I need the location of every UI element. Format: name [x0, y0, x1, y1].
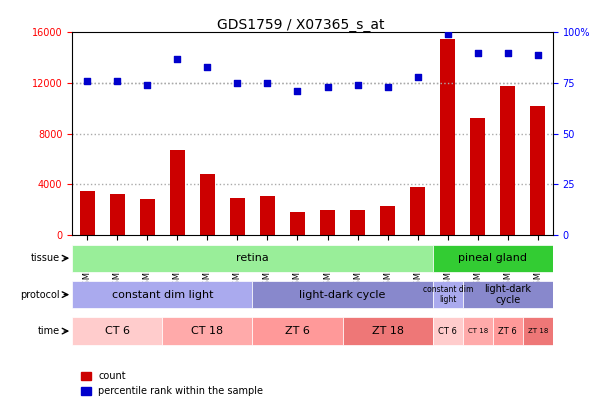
Point — [323, 84, 332, 90]
Bar — [463, 318, 493, 345]
Bar — [72, 281, 252, 308]
Text: light-dark
cycle: light-dark cycle — [484, 284, 531, 305]
Bar — [252, 318, 343, 345]
Text: light-dark cycle: light-dark cycle — [299, 290, 386, 300]
Point — [233, 80, 242, 86]
Text: ZT 18: ZT 18 — [528, 328, 548, 334]
Point — [413, 74, 423, 80]
Bar — [260, 196, 275, 235]
Bar — [523, 318, 553, 345]
Bar — [380, 206, 395, 235]
Bar — [501, 85, 516, 235]
Bar — [252, 281, 433, 308]
Text: ZT 18: ZT 18 — [371, 326, 404, 336]
Text: GDS1759 / X07365_s_at: GDS1759 / X07365_s_at — [217, 18, 384, 32]
Text: retina: retina — [236, 253, 269, 263]
Bar — [320, 210, 335, 235]
Text: ZT 6: ZT 6 — [498, 326, 517, 336]
Bar — [493, 318, 523, 345]
Point — [443, 31, 453, 38]
Bar — [531, 106, 546, 235]
Bar — [350, 210, 365, 235]
Text: CT 6: CT 6 — [438, 326, 457, 336]
Text: tissue: tissue — [31, 253, 60, 263]
Bar — [170, 150, 185, 235]
Bar — [290, 212, 305, 235]
Point — [82, 78, 92, 84]
Bar — [140, 200, 155, 235]
Bar — [72, 318, 162, 345]
Point — [383, 84, 392, 90]
Text: protocol: protocol — [20, 290, 60, 300]
Text: CT 6: CT 6 — [105, 326, 130, 336]
Bar — [433, 318, 463, 345]
Text: pineal gland: pineal gland — [459, 253, 527, 263]
Bar — [433, 245, 553, 272]
Bar — [230, 198, 245, 235]
Text: constant dim light: constant dim light — [112, 290, 213, 300]
Bar — [162, 318, 252, 345]
Point — [533, 51, 543, 58]
Point — [473, 49, 483, 56]
Text: CT 18: CT 18 — [191, 326, 224, 336]
Point — [293, 88, 302, 94]
Point — [112, 78, 122, 84]
Bar — [79, 191, 95, 235]
Point — [172, 55, 182, 62]
Text: time: time — [38, 326, 60, 336]
Bar — [471, 119, 486, 235]
Bar — [463, 281, 553, 308]
Text: ZT 6: ZT 6 — [285, 326, 310, 336]
Bar — [110, 194, 125, 235]
Legend: count, percentile rank within the sample: count, percentile rank within the sample — [77, 367, 267, 400]
Point — [263, 80, 272, 86]
Bar — [440, 39, 456, 235]
Point — [203, 64, 212, 70]
Point — [503, 49, 513, 56]
Text: constant dim
light: constant dim light — [423, 285, 473, 304]
Bar — [72, 245, 433, 272]
Bar — [410, 187, 426, 235]
Text: CT 18: CT 18 — [468, 328, 488, 334]
Bar — [200, 174, 215, 235]
Bar — [343, 318, 433, 345]
Point — [142, 82, 152, 88]
Point — [353, 82, 362, 88]
Bar — [433, 281, 463, 308]
